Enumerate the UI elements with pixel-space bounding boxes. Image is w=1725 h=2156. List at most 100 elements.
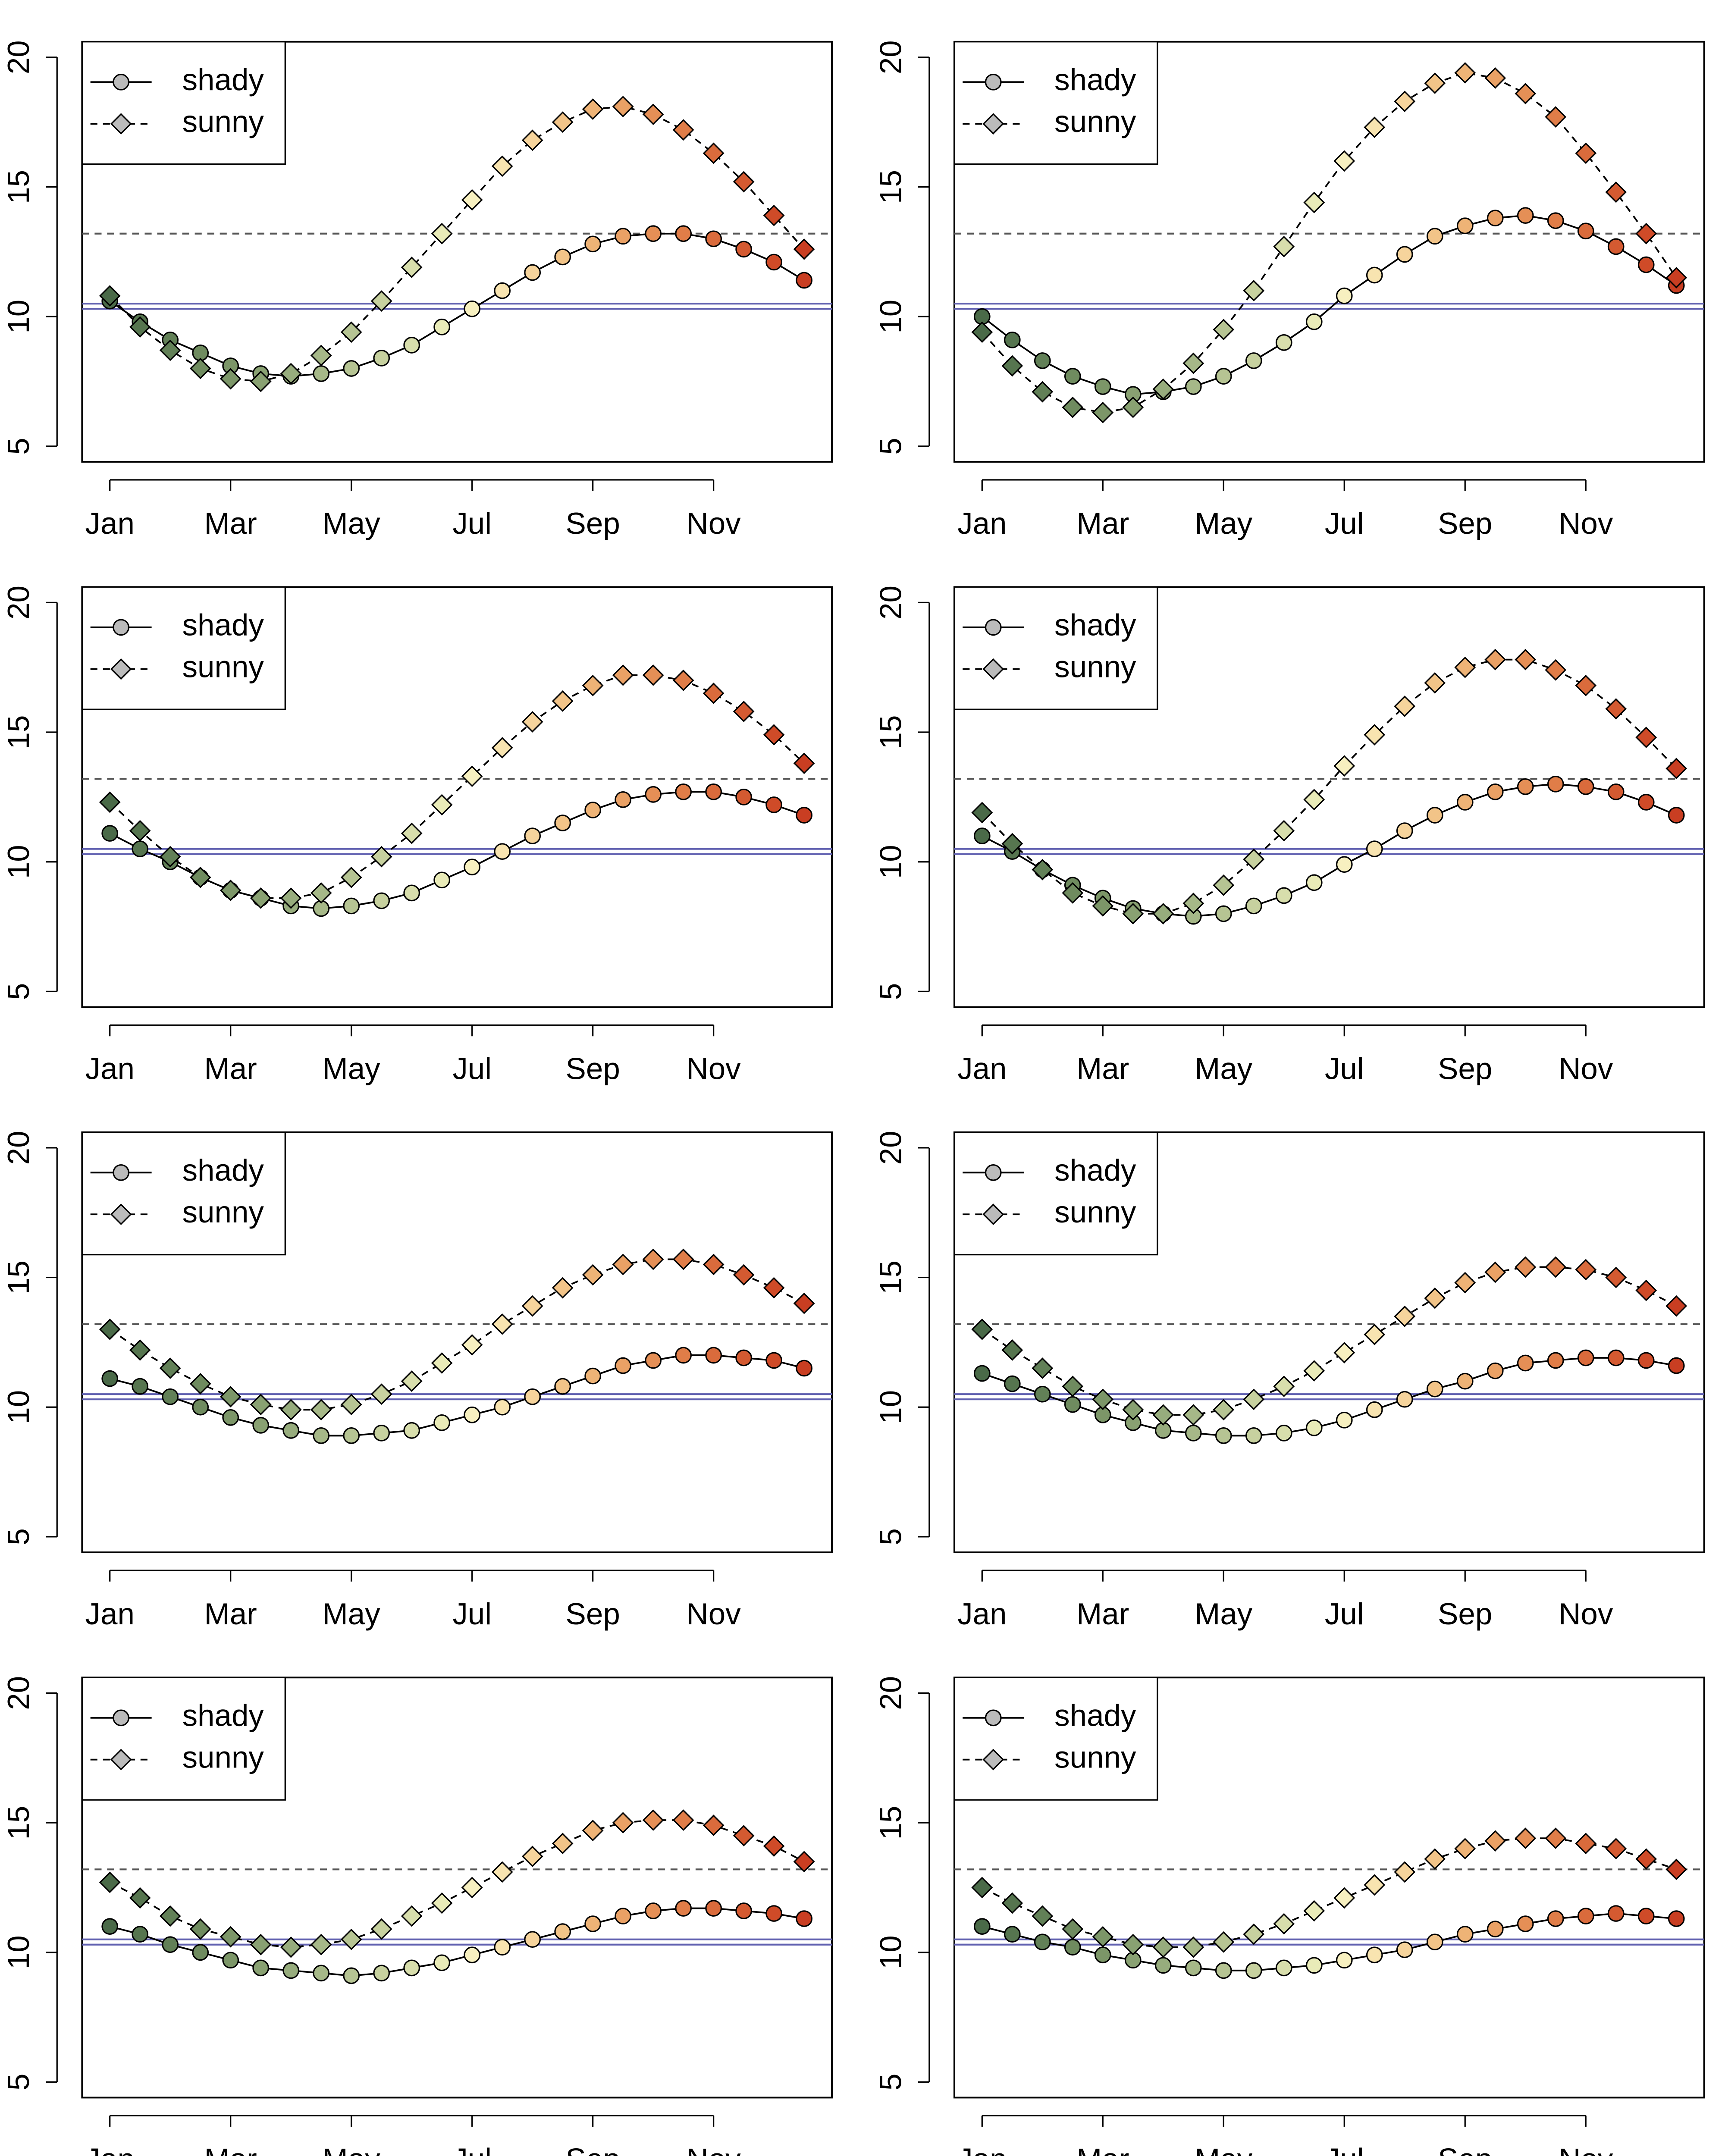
point-marker — [491, 1861, 513, 1883]
point-marker — [1668, 807, 1685, 824]
point-marker — [464, 1946, 481, 1964]
point-marker — [672, 1248, 694, 1270]
point-marker — [584, 1367, 602, 1385]
point-marker — [1004, 331, 1021, 348]
x-tick-label: Jul — [452, 1052, 492, 1086]
point-marker — [113, 1164, 129, 1181]
point-marker — [765, 796, 782, 813]
y-tick-label: 20 — [2, 40, 36, 74]
x-tick-label: Jan — [957, 507, 1007, 541]
point-marker — [1366, 840, 1383, 858]
series-line — [982, 1837, 1677, 1948]
point-marker — [1577, 778, 1594, 795]
legend-label: sunny — [1054, 1740, 1136, 1774]
legend-label: sunny — [1054, 650, 1136, 684]
point-marker — [985, 73, 1002, 91]
legend-box — [953, 41, 1158, 165]
y-tick-label: 10 — [2, 1390, 36, 1424]
point-marker — [159, 1905, 181, 1927]
point-marker — [1092, 401, 1114, 423]
point-marker — [1152, 903, 1174, 924]
y-tick-label: 15 — [874, 170, 908, 204]
point-marker — [1245, 352, 1262, 369]
point-marker — [1424, 672, 1446, 694]
point-marker — [675, 225, 692, 242]
point-marker — [491, 155, 513, 177]
series-line — [982, 783, 1677, 917]
point-marker — [1064, 1396, 1081, 1413]
point-marker — [1001, 833, 1023, 855]
point-marker — [1665, 758, 1687, 780]
point-marker — [552, 1277, 574, 1299]
plot-frame — [953, 1677, 1705, 2099]
point-marker — [1092, 895, 1114, 917]
point-marker — [370, 1383, 392, 1405]
point-marker — [554, 248, 571, 266]
x-tick-label: May — [1195, 2143, 1253, 2156]
point-marker — [1213, 874, 1235, 896]
point-marker — [1456, 794, 1474, 811]
legend-label: shady — [182, 1699, 264, 1733]
point-marker — [733, 1264, 755, 1286]
point-marker — [370, 1918, 392, 1940]
point-marker — [280, 1399, 302, 1421]
x-tick-label: Mar — [1076, 2143, 1129, 2156]
point-marker — [1487, 1921, 1504, 1937]
point-marker — [373, 1425, 390, 1442]
x-tick-label: Nov — [1559, 2143, 1613, 2156]
point-marker — [461, 1877, 483, 1899]
panel: 5 10 15 20 Jan Mar May Jul Sep Nov shady sunny — [2, 40, 833, 541]
point-marker — [1454, 1838, 1476, 1860]
point-marker — [796, 272, 812, 289]
point-marker — [1245, 1427, 1262, 1444]
x-tick-label: Jan — [85, 1597, 135, 1631]
point-marker — [250, 370, 272, 392]
point-marker — [1637, 1352, 1655, 1369]
point-marker — [310, 1934, 332, 1955]
point-marker — [1545, 1827, 1567, 1849]
panel: 5 10 15 20 Jan Mar May Jul Sep Nov shady sunny — [874, 1131, 1705, 1631]
point-marker — [763, 204, 785, 226]
panel: 5 10 15 20 Jan Mar May Jul Sep Nov shady sunny — [2, 1131, 833, 1631]
point-marker — [1305, 874, 1323, 891]
point-marker — [554, 815, 571, 831]
point-marker — [971, 321, 993, 343]
point-marker — [99, 285, 121, 307]
point-marker — [101, 1918, 119, 1935]
y-tick-label: 5 — [874, 983, 908, 1000]
point-marker — [703, 682, 724, 704]
point-marker — [1182, 893, 1204, 914]
y-tick-label: 5 — [2, 2074, 36, 2090]
point-marker — [1454, 1272, 1476, 1294]
point-marker — [642, 103, 664, 125]
point-marker — [1605, 1266, 1627, 1288]
point-marker — [765, 1905, 782, 1922]
legend-label: shady — [182, 1153, 264, 1188]
point-marker — [1635, 1279, 1657, 1301]
point-marker — [982, 113, 1004, 135]
point-marker — [703, 1814, 724, 1836]
point-marker — [1275, 1959, 1292, 1977]
point-marker — [1275, 334, 1292, 351]
point-marker — [433, 1414, 451, 1431]
point-marker — [793, 1851, 815, 1873]
point-marker — [159, 1357, 181, 1379]
point-marker — [1366, 1946, 1383, 1964]
point-marker — [1305, 1957, 1323, 1974]
point-marker — [1547, 1352, 1564, 1369]
legend-box — [953, 1131, 1158, 1256]
point-marker — [401, 1905, 423, 1927]
x-tick-label: Nov — [687, 1597, 741, 1631]
legend-box — [953, 586, 1158, 710]
point-marker — [524, 1931, 541, 1948]
legend-label: sunny — [182, 650, 264, 684]
legend-label: shady — [182, 63, 264, 97]
y-tick-label: 5 — [2, 1528, 36, 1545]
point-marker — [521, 1295, 543, 1317]
point-marker — [189, 1918, 211, 1940]
point-marker — [113, 619, 129, 636]
point-marker — [159, 846, 181, 868]
legend-label: sunny — [182, 1195, 264, 1229]
point-marker — [310, 345, 332, 367]
point-marker — [703, 1253, 724, 1275]
